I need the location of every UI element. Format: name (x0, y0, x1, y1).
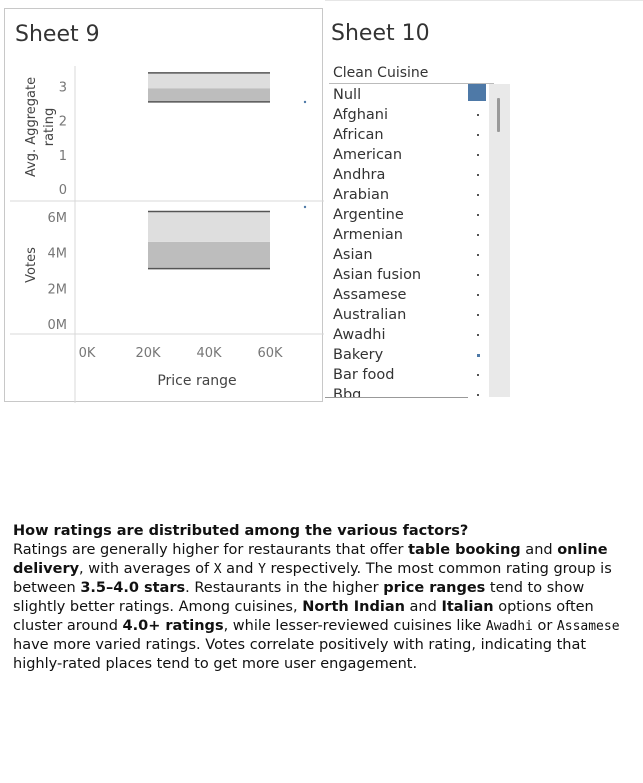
legend-item[interactable]: Asian (333, 247, 373, 263)
caption-text: Ratings are generally higher for restaur… (13, 542, 409, 558)
insight-caption: How ratings are distributed among the va… (13, 522, 633, 674)
legend-marker (477, 354, 480, 357)
legend-item[interactable]: Awadhi (333, 327, 386, 343)
x-tick-label: 0K (79, 346, 96, 361)
caption-text: options often cluster around (13, 599, 594, 634)
caption-text: , while lesser-reviewed cuisines like (223, 618, 486, 634)
chart-point (303, 100, 307, 104)
legend-item[interactable]: African (333, 127, 384, 143)
legend-bottom-border (325, 397, 468, 398)
legend-item[interactable]: Bbq (333, 387, 362, 397)
y-tick-label: 0 (59, 183, 67, 198)
chart-point (303, 205, 307, 209)
legend-marker (477, 114, 479, 116)
chart-band (148, 241, 270, 269)
x-tick-label: 60K (257, 346, 283, 361)
sheet10-title: Sheet 10 (331, 21, 430, 46)
votes-axis-title: Votes (24, 247, 39, 283)
caption-code: Y (258, 562, 266, 577)
legend-item[interactable]: Armenian (333, 227, 403, 243)
caption-bold: 3.5–4.0 stars (80, 580, 186, 596)
caption-text: . Restaurants in the higher (185, 580, 384, 596)
y-tick-label: 2 (59, 115, 67, 130)
caption-code: X (213, 562, 222, 577)
legend-divider (329, 83, 494, 84)
caption-text: and (520, 542, 558, 558)
legend-item[interactable]: Null (333, 87, 362, 103)
y-tick-label: 3 (59, 81, 67, 96)
legend-marker (477, 294, 479, 296)
caption-bold: online delivery (13, 542, 608, 577)
legend-marker (477, 154, 479, 156)
top-divider (325, 0, 643, 1)
caption-text: have more varied ratings. Votes correlat… (13, 637, 587, 672)
legend-marker (477, 174, 479, 176)
sheet9-panel: Sheet 9 0 1 2 3 0M 2M 4M 6M Avg. Aggregate rating… (4, 8, 324, 403)
caption-heading: How ratings are distributed among the va… (13, 523, 469, 539)
caption-text: respectively. The most common rating gro… (13, 561, 612, 596)
sheet9-title: Sheet 9 (15, 22, 100, 47)
x-axis-title: Price range (157, 373, 236, 389)
chart-band (148, 88, 270, 102)
y-tick-label: 2M (48, 282, 68, 297)
legend-item[interactable]: Bar food (333, 367, 395, 383)
legend-title: Clean Cuisine (333, 65, 429, 81)
y-tick-label: 0M (48, 318, 68, 333)
legend-marker (477, 374, 479, 376)
legend-scroll-thumb[interactable] (497, 98, 500, 132)
caption-bold: 4.0+ ratings (122, 618, 224, 634)
legend-item[interactable]: Assamese (333, 287, 407, 303)
y-tick-label: 6M (48, 211, 68, 226)
caption-text: , with averages of (79, 561, 214, 577)
legend-marker (477, 134, 479, 136)
legend-marker (477, 214, 479, 216)
legend-item[interactable]: Arabian (333, 187, 390, 203)
legend-item[interactable]: Afghani (333, 107, 389, 123)
legend-marker (477, 274, 479, 276)
sheet9-chart[interactable]: 0 1 2 3 0M 2M 4M 6M Avg. Aggregate rating Votes 0K 2… (5, 9, 324, 403)
caption-bold: North Indian (302, 599, 405, 615)
legend-marker (477, 394, 479, 396)
legend-markers (475, 85, 487, 397)
legend-marker (477, 254, 479, 256)
legend-item[interactable]: Argentine (333, 207, 404, 223)
legend-marker (477, 194, 479, 196)
caption-bold: Italian (441, 599, 494, 615)
legend-item[interactable]: American (333, 147, 403, 163)
legend-item[interactable]: Bakery (333, 347, 384, 363)
chart-band (148, 211, 270, 242)
rating-axis-title: rating (42, 108, 57, 147)
x-tick-label: 20K (135, 346, 161, 361)
legend-marker (477, 234, 479, 236)
caption-text: tend to show slightly better ratings. Am… (13, 580, 585, 615)
sheet10-panel: Sheet 10 Clean Cuisine Null Afghani Africa… (325, 0, 643, 402)
legend-item[interactable]: Asian fusion (333, 267, 422, 283)
caption-code: Assamese (556, 619, 620, 634)
caption-bold: table booking (408, 542, 521, 558)
caption-text: and (221, 561, 259, 577)
chart-band (148, 72, 270, 89)
legend-marker (477, 334, 479, 336)
caption-text: or (532, 618, 557, 634)
caption-text: and (404, 599, 442, 615)
rating-axis-title: Avg. Aggregate (24, 77, 39, 177)
legend-list: Null Afghani African American Andhra Arabian A… (333, 85, 513, 397)
caption-bold: price ranges (383, 580, 486, 596)
caption-code: Awadhi (485, 619, 533, 634)
x-tick-label: 40K (196, 346, 222, 361)
legend-item[interactable]: Andhra (333, 167, 386, 183)
legend-item[interactable]: Australian (333, 307, 407, 323)
legend-marker (477, 314, 479, 316)
y-tick-label: 4M (48, 247, 68, 262)
legend-swatch-null[interactable] (468, 84, 486, 101)
y-tick-label: 1 (59, 149, 67, 164)
legend-scrollbar[interactable] (489, 84, 510, 397)
